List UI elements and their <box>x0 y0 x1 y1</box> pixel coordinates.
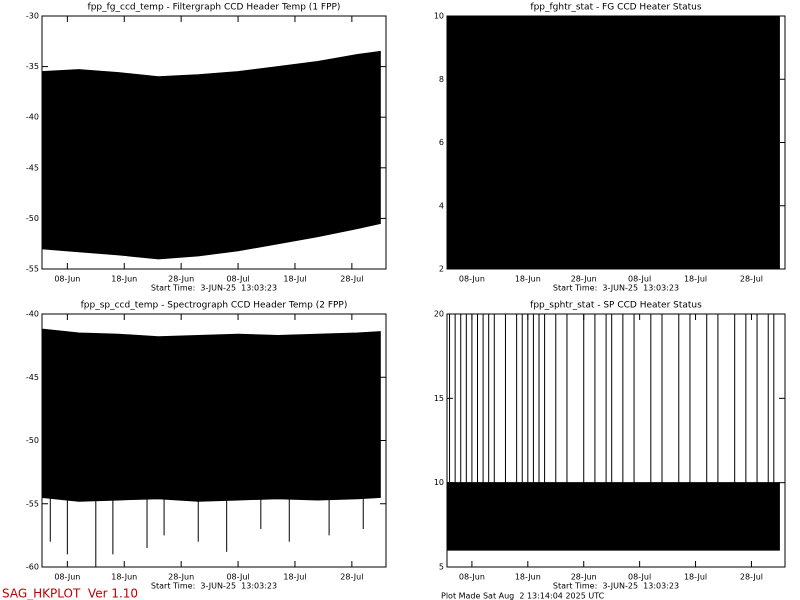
x-axis-label: Start Time: 3-JUN-25 13:03:23 <box>151 284 277 293</box>
y-tick-label: 10 <box>434 12 444 21</box>
y-tick-label: 10 <box>434 478 444 487</box>
x-tick-label: 18-Jul <box>283 275 306 284</box>
band <box>446 482 780 551</box>
x-tick-label: 08-Jul <box>628 573 651 582</box>
x-tick-label: 18-Jul <box>684 573 707 582</box>
x-tick-label: 08-Jun <box>459 275 485 284</box>
x-tick-label: 18-Jun <box>111 275 137 284</box>
x-tick-label: 08-Jun <box>54 275 80 284</box>
y-tick-label: -40 <box>26 113 39 122</box>
y-tick-label: -55 <box>26 265 39 274</box>
x-tick-label: 28-Jun <box>571 573 597 582</box>
plot-frame <box>446 313 786 568</box>
y-tick-label: 8 <box>439 75 444 84</box>
x-tick-label: 28-Jun <box>571 275 597 284</box>
panel-title: fpp_fg_ccd_temp - Filtergraph CCD Header… <box>88 3 341 13</box>
x-tick-label: 08-Jul <box>226 275 249 284</box>
plot-made: Plot Made Sat Aug 2 13:14:04 2025 UTC <box>441 592 605 600</box>
y-tick-label: 15 <box>434 394 444 403</box>
y-tick-label: -35 <box>26 62 39 71</box>
y-tick-label: 4 <box>439 201 444 210</box>
x-tick-label: 28-Jun <box>168 275 194 284</box>
x-tick-label: 18-Jun <box>515 573 541 582</box>
program-label: SAG_HKPLOT Ver 1.10 <box>2 587 138 600</box>
x-tick-label: 28-Jul <box>340 275 363 284</box>
x-tick-label: 18-Jul <box>684 275 707 284</box>
panel-title: fpp_fghtr_stat - FG CCD Heater Status <box>530 3 701 13</box>
y-tick-label: -45 <box>26 163 39 172</box>
y-tick-label: 20 <box>434 310 444 319</box>
x-tick-label: 18-Jun <box>515 275 541 284</box>
band <box>41 328 381 502</box>
x-tick-label: 08-Jun <box>54 573 80 582</box>
x-axis-label: Start Time: 3-JUN-25 13:03:23 <box>553 582 679 591</box>
plot-frame <box>41 15 387 270</box>
y-tick-label: -55 <box>26 499 39 508</box>
band <box>446 15 780 270</box>
x-axis-label: Start Time: 3-JUN-25 13:03:23 <box>553 284 679 293</box>
y-tick-label: -40 <box>26 310 39 319</box>
y-tick-label: -30 <box>26 12 39 21</box>
y-tick-label: 2 <box>439 265 444 274</box>
y-tick-label: 6 <box>439 138 444 147</box>
x-tick-label: 08-Jul <box>226 573 249 582</box>
x-tick-label: 08-Jul <box>628 275 651 284</box>
y-tick-label: -50 <box>26 214 39 223</box>
x-tick-label: 18-Jul <box>283 573 306 582</box>
x-tick-label: 28-Jul <box>740 573 763 582</box>
x-tick-label: 28-Jul <box>340 573 363 582</box>
y-tick-label: -50 <box>26 436 39 445</box>
y-tick-label: -45 <box>26 373 39 382</box>
y-tick-label: -60 <box>26 563 39 572</box>
x-axis-label: Start Time: 3-JUN-25 13:03:23 <box>151 582 277 591</box>
x-tick-label: 08-Jun <box>459 573 485 582</box>
x-tick-label: 28-Jul <box>740 275 763 284</box>
y-tick-label: 5 <box>439 563 444 572</box>
x-tick-label: 28-Jun <box>168 573 194 582</box>
panel-title: fpp_sphtr_stat - SP CCD Heater Status <box>530 301 702 311</box>
panel-title: fpp_sp_ccd_temp - Spectrograph CCD Heade… <box>81 301 348 311</box>
x-tick-label: 18-Jun <box>111 573 137 582</box>
band <box>41 50 381 260</box>
